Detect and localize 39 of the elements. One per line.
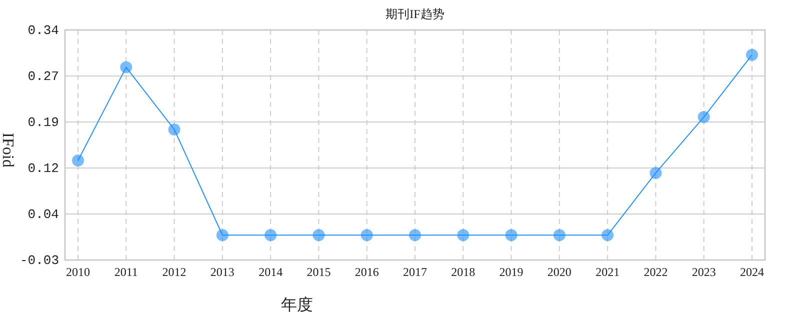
x-tick-label: 2024 <box>740 265 764 279</box>
y-tick-label: 0.04 <box>28 207 60 222</box>
x-tick-label: 2014 <box>258 265 283 279</box>
chart-title: 期刊IF趋势 <box>386 7 444 21</box>
x-axis-title: 年度 <box>281 296 313 314</box>
x-tick-label: 2017 <box>403 265 427 279</box>
y-tick-label: 0.19 <box>28 115 59 130</box>
x-tick-label: 2018 <box>451 265 476 279</box>
y-axis-title: IFoid <box>0 132 16 168</box>
point <box>120 61 132 74</box>
y-tick-label: 0.12 <box>28 161 59 176</box>
x-tick-label: 2012 <box>162 265 186 279</box>
point <box>264 229 277 242</box>
x-tick-label: 2021 <box>596 265 620 279</box>
x-tick-label: 2022 <box>644 265 668 279</box>
point <box>312 229 325 242</box>
point <box>72 154 84 167</box>
x-tick-label: 2010 <box>66 265 90 279</box>
x-tick-label: 2020 <box>547 265 572 279</box>
x-tick-label: 2013 <box>210 265 234 279</box>
point <box>360 229 373 242</box>
x-tick-label: 2019 <box>499 265 524 279</box>
point <box>409 229 421 242</box>
x-tick-label: 2023 <box>692 265 716 279</box>
y-tick-label: 0.34 <box>28 23 60 38</box>
y-tick-label: 0.27 <box>28 69 59 84</box>
x-tick-label: 2016 <box>354 265 379 279</box>
point <box>168 123 180 136</box>
x-tick-label: 2011 <box>114 265 138 279</box>
point <box>553 229 566 242</box>
point <box>650 166 662 179</box>
point <box>457 229 470 242</box>
point <box>216 229 228 242</box>
x-tick-label: 2015 <box>306 265 331 279</box>
point <box>602 229 614 242</box>
point <box>698 111 710 124</box>
y-tick-label: -0.03 <box>20 253 59 268</box>
point <box>505 229 518 242</box>
point <box>746 48 758 61</box>
